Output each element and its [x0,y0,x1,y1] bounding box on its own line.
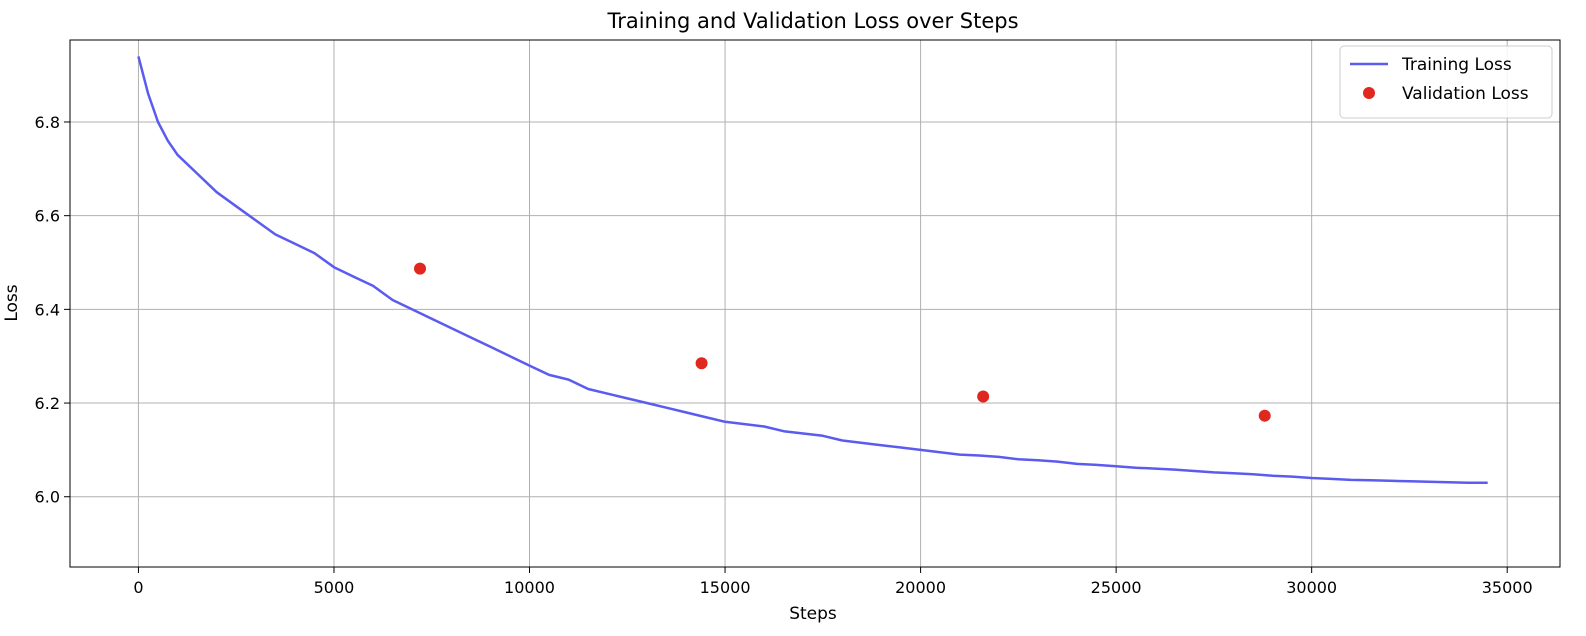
series-layer [137,56,1488,484]
validation-loss-point [1258,409,1271,422]
x-axis-label: Steps [789,604,837,624]
legend-training-label: Training Loss [1401,55,1512,75]
y-tick-label: 6.4 [35,300,60,319]
ticks: 0 5000 10000 15000 20000 25000 30000 35000 6.0 6.… [35,113,1533,597]
plot-frame [69,39,1561,568]
y-tick-label: 6.6 [35,207,60,226]
x-tick-label: 5000 [314,578,355,597]
validation-loss-point [977,390,990,403]
legend-validation-swatch [1363,87,1375,99]
legend: Training Loss Validation Loss [1339,45,1553,119]
x-tick-label: 35000 [1482,578,1533,597]
x-tick-label: 20000 [895,578,946,597]
validation-loss-point [414,262,427,275]
x-tick-label: 30000 [1286,578,1337,597]
training-loss-line [137,56,1488,484]
y-axis-label: Loss [2,284,22,321]
grid [70,40,1560,567]
x-tick-label: 0 [133,578,143,597]
x-tick-label: 10000 [504,578,555,597]
legend-validation-label: Validation Loss [1402,84,1529,104]
y-tick-label: 6.8 [35,113,60,132]
validation-loss-point [695,357,708,370]
x-tick-label: 25000 [1091,578,1142,597]
y-tick-label: 6.2 [35,394,60,413]
y-tick-label: 6.0 [35,488,60,507]
x-tick-label: 15000 [700,578,751,597]
legend-box [1339,45,1553,119]
chart-title: Training and Validation Loss over Steps [606,9,1018,33]
